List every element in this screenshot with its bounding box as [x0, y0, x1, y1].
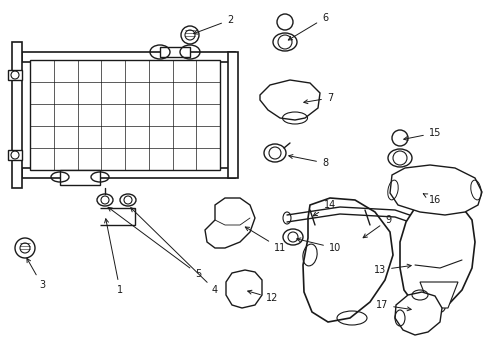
Polygon shape [160, 47, 190, 57]
Circle shape [391, 130, 407, 146]
Circle shape [15, 238, 35, 258]
Ellipse shape [264, 144, 285, 162]
Polygon shape [8, 70, 22, 80]
Polygon shape [260, 80, 319, 120]
Text: 17: 17 [375, 300, 410, 311]
Text: 13: 13 [373, 264, 410, 275]
Circle shape [268, 147, 281, 159]
Polygon shape [225, 270, 262, 308]
Text: 12: 12 [247, 290, 278, 303]
Ellipse shape [283, 229, 303, 245]
Polygon shape [204, 198, 254, 248]
Polygon shape [12, 42, 22, 188]
Polygon shape [8, 150, 22, 160]
Circle shape [20, 243, 30, 253]
Polygon shape [419, 282, 457, 308]
Text: 14: 14 [313, 200, 335, 216]
Circle shape [184, 30, 195, 40]
Polygon shape [303, 198, 392, 322]
Text: 6: 6 [288, 13, 327, 40]
Text: 5: 5 [108, 207, 201, 279]
Polygon shape [399, 203, 474, 310]
Circle shape [278, 35, 291, 49]
Text: 10: 10 [296, 238, 341, 253]
Polygon shape [394, 292, 441, 335]
Text: 11: 11 [245, 227, 285, 253]
Ellipse shape [387, 149, 411, 167]
Text: 9: 9 [363, 215, 390, 238]
Text: 2: 2 [193, 15, 233, 34]
Polygon shape [429, 195, 449, 203]
Text: 3: 3 [27, 258, 45, 290]
Text: 15: 15 [403, 128, 440, 140]
Circle shape [181, 26, 199, 44]
Polygon shape [22, 168, 235, 178]
Text: 4: 4 [130, 208, 218, 295]
Polygon shape [227, 52, 238, 178]
Circle shape [287, 232, 297, 242]
Text: 8: 8 [288, 154, 327, 168]
Text: 7: 7 [303, 93, 332, 104]
Text: 16: 16 [423, 194, 440, 205]
Polygon shape [22, 52, 235, 62]
Polygon shape [60, 170, 100, 185]
Circle shape [392, 151, 406, 165]
Ellipse shape [272, 33, 296, 51]
Text: 1: 1 [104, 219, 123, 295]
Circle shape [276, 14, 292, 30]
Polygon shape [389, 165, 481, 215]
Polygon shape [30, 60, 220, 170]
